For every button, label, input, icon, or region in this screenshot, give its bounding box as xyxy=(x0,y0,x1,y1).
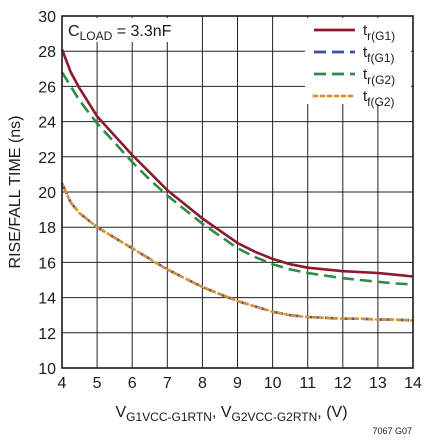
x-tick-label: 7 xyxy=(163,375,172,392)
series-line-fg2 xyxy=(60,181,415,322)
annotation-background xyxy=(64,18,180,42)
x-tick-label: 9 xyxy=(233,375,242,392)
x-tick-label: 13 xyxy=(369,375,387,392)
y-tick-label: 10 xyxy=(38,361,56,378)
legend: tr(G1)tf(G1)tr(G2)tf(G2) xyxy=(305,18,411,109)
y-tick-labels: 10 12 14 16 18 20 22 24 26 28 30 xyxy=(38,9,56,378)
y-axis-label: RISE/FALL TIME (ns) xyxy=(7,116,24,269)
y-tick-label: 18 xyxy=(38,220,56,237)
grid xyxy=(62,16,413,368)
x-tick-label: 11 xyxy=(299,375,316,392)
x-tick-label: 4 xyxy=(58,375,67,392)
y-tick-label: 22 xyxy=(38,150,56,167)
y-tick-label: 12 xyxy=(38,326,56,343)
plot-frame xyxy=(61,15,414,369)
y-tick-label: 24 xyxy=(38,115,56,132)
x-tick-label: 10 xyxy=(264,375,282,392)
x-tick-label: 6 xyxy=(128,375,137,392)
x-tick-label: 5 xyxy=(93,375,102,392)
y-tick-label: 26 xyxy=(38,79,56,96)
series-line-rg1 xyxy=(60,48,414,278)
legend-label: tf(G1) xyxy=(363,44,395,65)
series-group xyxy=(60,48,415,322)
annotation-group: CLOAD = 3.3nF xyxy=(64,18,180,43)
x-tick-labels: 4 5 6 7 8 9 10 11 12 13 14 xyxy=(58,375,422,392)
y-tick-label: 16 xyxy=(38,255,56,272)
y-tick-label: 28 xyxy=(38,44,56,61)
legend-background xyxy=(305,18,411,104)
load-annotation: CLOAD = 3.3nF xyxy=(68,23,172,43)
y-tick-label: 20 xyxy=(38,185,56,202)
x-tick-label: 14 xyxy=(404,375,422,392)
legend-label: tr(G2) xyxy=(363,66,395,87)
y-tick-label: 30 xyxy=(38,9,56,26)
x-axis-label: VG1VCC-G1RTN, VG2VCC-G2RTN, (V) xyxy=(115,404,347,424)
x-tick-label: 12 xyxy=(334,375,352,392)
legend-label: tf(G2) xyxy=(363,88,395,109)
legend-label: tr(G1) xyxy=(363,22,395,43)
y-tick-label: 14 xyxy=(38,291,56,308)
figure-id: 7067 G07 xyxy=(372,426,412,436)
x-axis-label-group: VG1VCC-G1RTN, VG2VCC-G2RTN, (V) xyxy=(115,404,347,424)
x-tick-label: 8 xyxy=(198,375,207,392)
series-line-rg2 xyxy=(60,71,414,286)
